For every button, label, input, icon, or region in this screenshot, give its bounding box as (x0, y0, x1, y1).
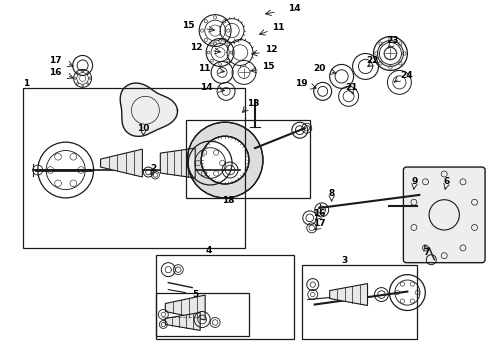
Text: 14: 14 (289, 4, 301, 13)
Bar (156, 255, 294, 339)
Bar (23, 88, 245, 248)
Text: 17: 17 (49, 56, 62, 65)
Text: 10: 10 (137, 124, 149, 133)
Text: 7: 7 (423, 248, 430, 257)
Text: 11: 11 (271, 23, 284, 32)
Polygon shape (100, 149, 143, 177)
Text: 19: 19 (295, 79, 308, 88)
Text: 2: 2 (150, 163, 156, 172)
Text: 3: 3 (342, 256, 348, 265)
Text: 11: 11 (198, 64, 210, 73)
Text: 14: 14 (200, 83, 213, 92)
Text: 20: 20 (314, 64, 326, 73)
Text: 15: 15 (262, 62, 274, 71)
Text: 18: 18 (222, 197, 234, 206)
Text: 5: 5 (192, 290, 198, 299)
Text: 13: 13 (247, 99, 259, 108)
Text: 22: 22 (366, 56, 379, 65)
Text: 6: 6 (443, 177, 449, 186)
Polygon shape (165, 295, 205, 320)
FancyBboxPatch shape (403, 167, 485, 263)
Polygon shape (165, 312, 200, 330)
Polygon shape (330, 284, 368, 306)
Bar (186, 120, 310, 198)
Polygon shape (120, 83, 177, 136)
Text: 24: 24 (400, 71, 413, 80)
Bar (302, 265, 417, 339)
Text: 16: 16 (314, 210, 326, 219)
Text: 8: 8 (328, 189, 335, 198)
Text: 23: 23 (386, 36, 399, 45)
Polygon shape (160, 148, 195, 178)
Text: 16: 16 (49, 68, 62, 77)
Text: 4: 4 (206, 246, 212, 255)
Text: 21: 21 (345, 83, 358, 92)
Text: 17: 17 (314, 219, 326, 228)
Polygon shape (187, 122, 263, 198)
Text: 1: 1 (23, 79, 29, 88)
Text: 12: 12 (265, 45, 277, 54)
Bar (156, 293, 249, 336)
Text: 9: 9 (411, 177, 417, 186)
Text: 12: 12 (190, 43, 202, 52)
Text: 15: 15 (182, 21, 195, 30)
